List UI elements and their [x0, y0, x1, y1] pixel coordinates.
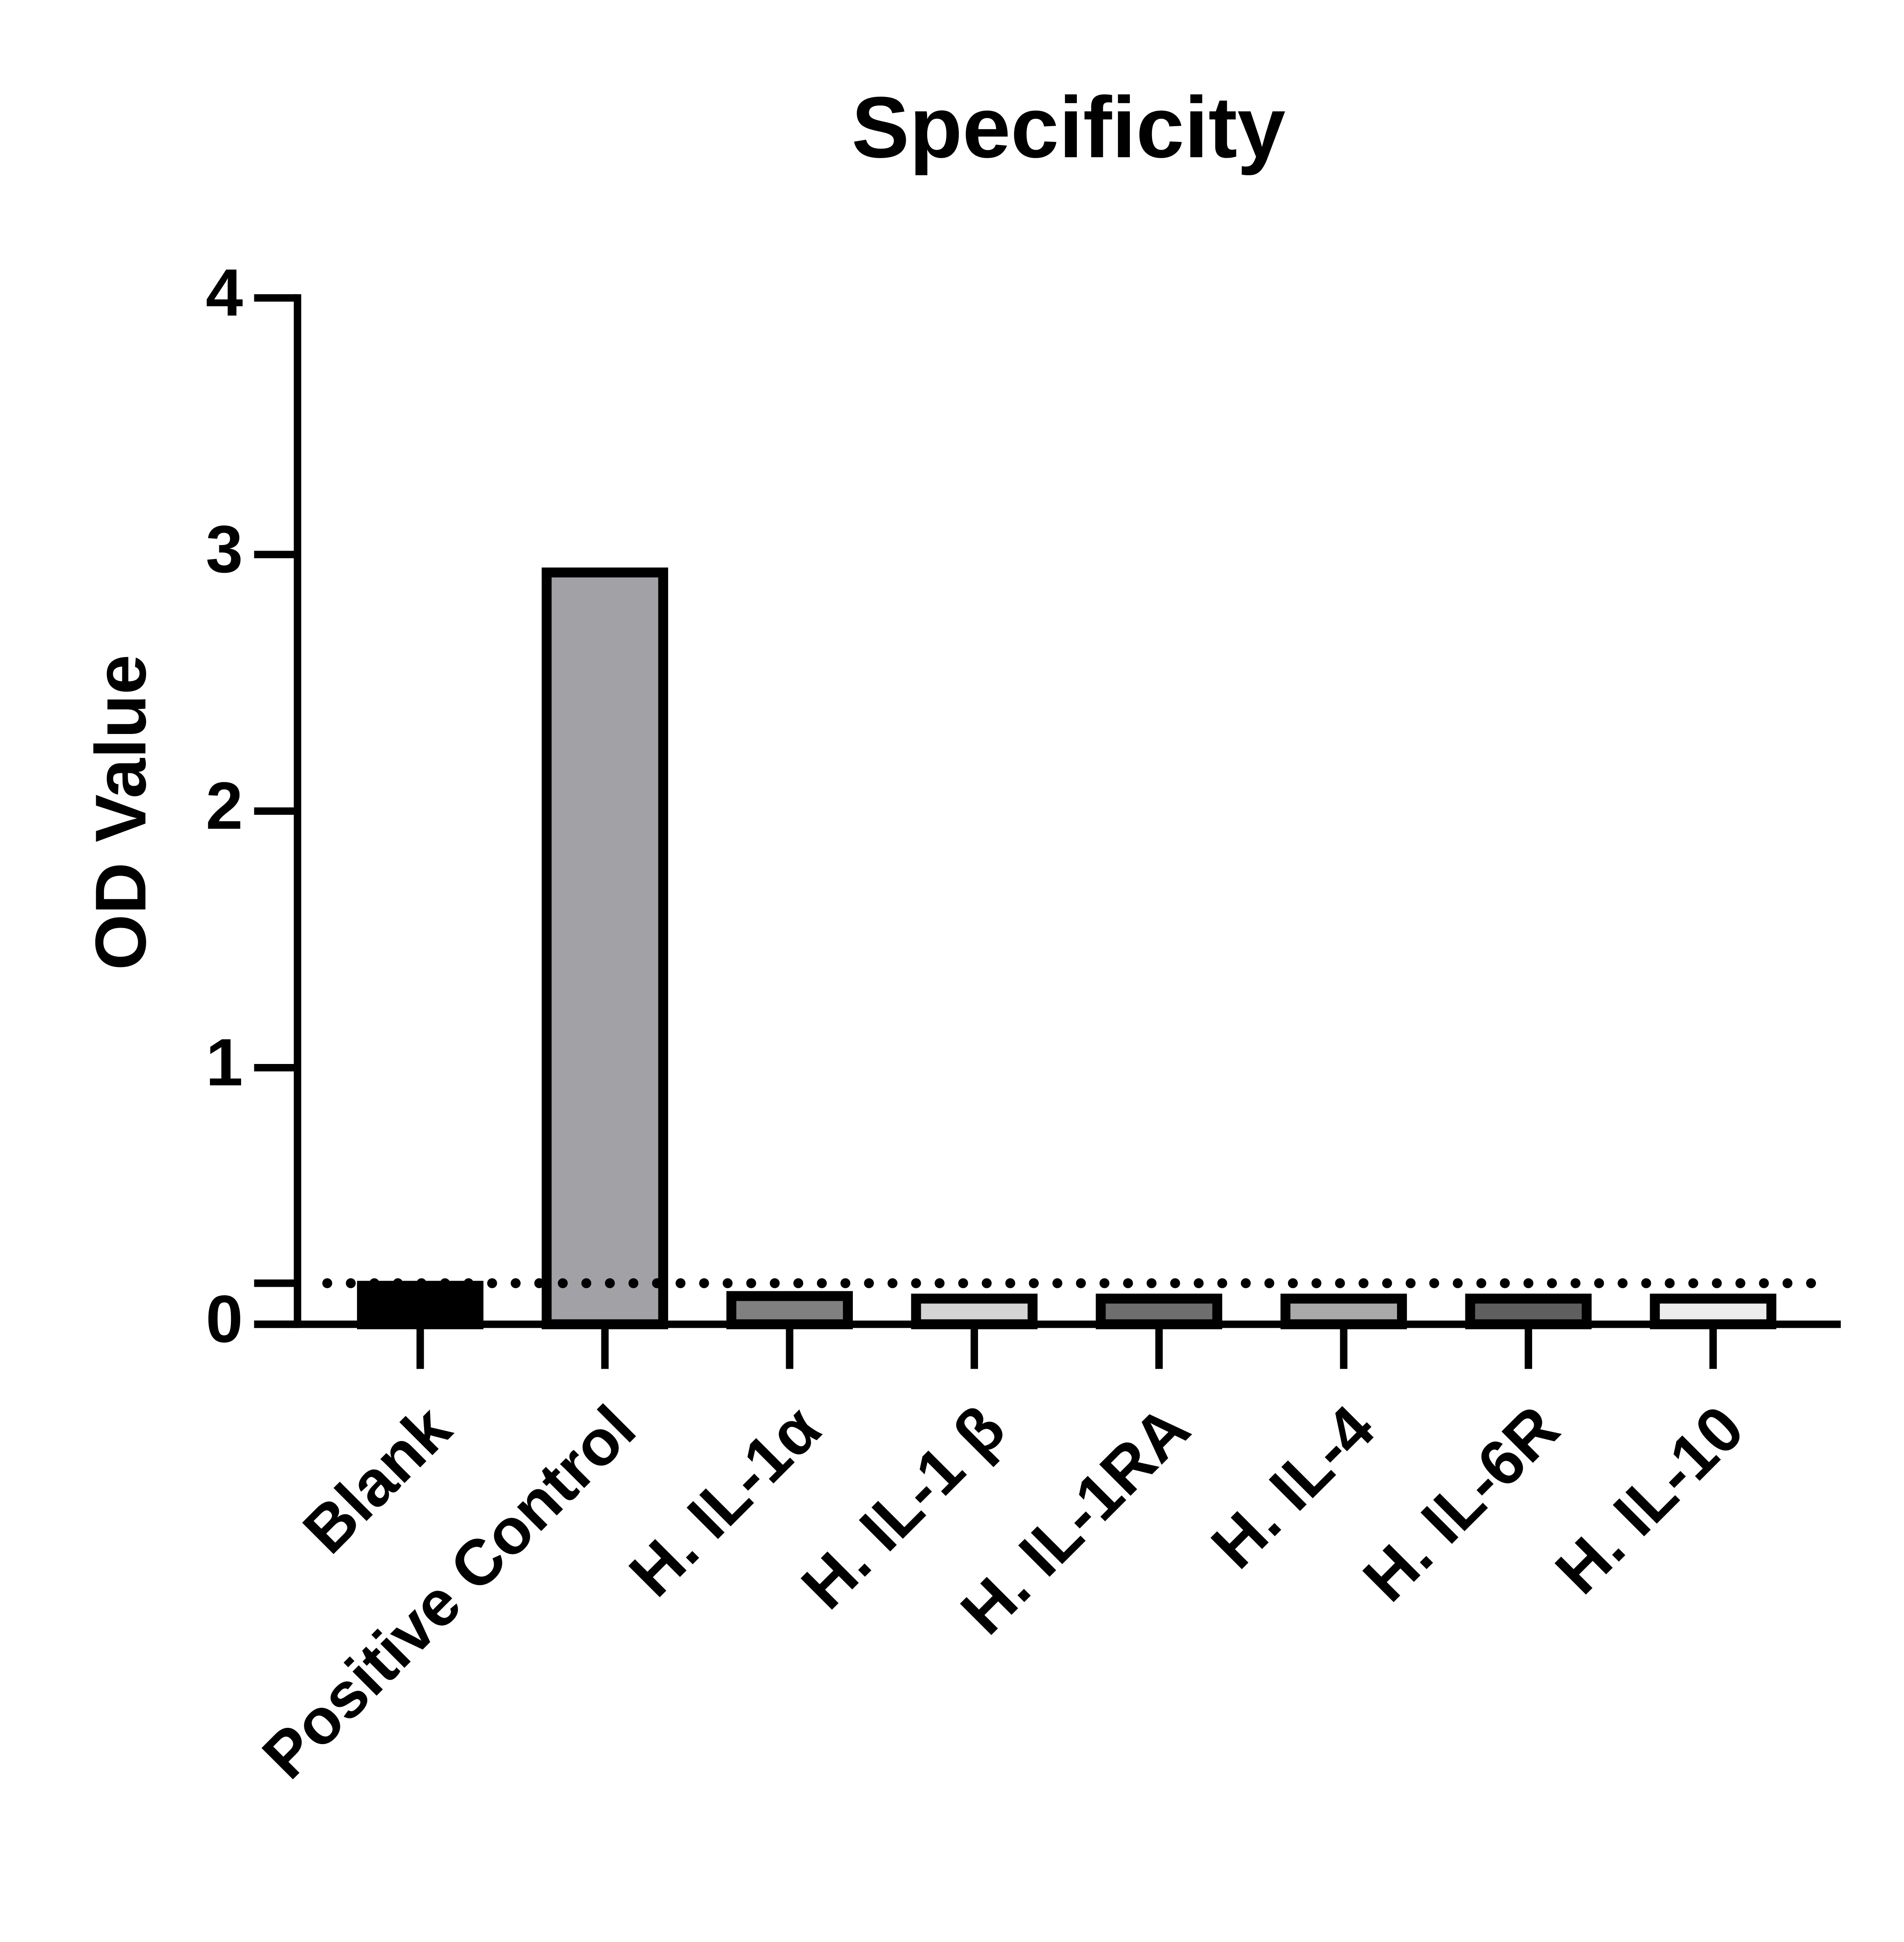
bar — [1280, 1294, 1407, 1329]
bar — [542, 567, 668, 1329]
x-tick-label: H. IL-10 — [1542, 1392, 1757, 1607]
y-tick-label: 4 — [206, 255, 243, 330]
y-axis-label: OD Value — [80, 654, 161, 970]
bar — [726, 1291, 853, 1329]
x-tick-label: H. IL-6R — [1350, 1392, 1573, 1615]
chart-title: Specificity — [852, 79, 1285, 176]
bar — [1096, 1294, 1223, 1329]
y-tick-label: 2 — [206, 769, 243, 843]
y-tick-label: 3 — [206, 512, 243, 587]
bar — [911, 1294, 1038, 1329]
bar — [357, 1281, 483, 1329]
bar — [1465, 1294, 1592, 1329]
x-tick-label: Blank — [289, 1392, 464, 1567]
bar — [1650, 1294, 1777, 1329]
y-tick-label: 0 — [206, 1282, 243, 1356]
y-tick-label: 1 — [206, 1025, 243, 1100]
